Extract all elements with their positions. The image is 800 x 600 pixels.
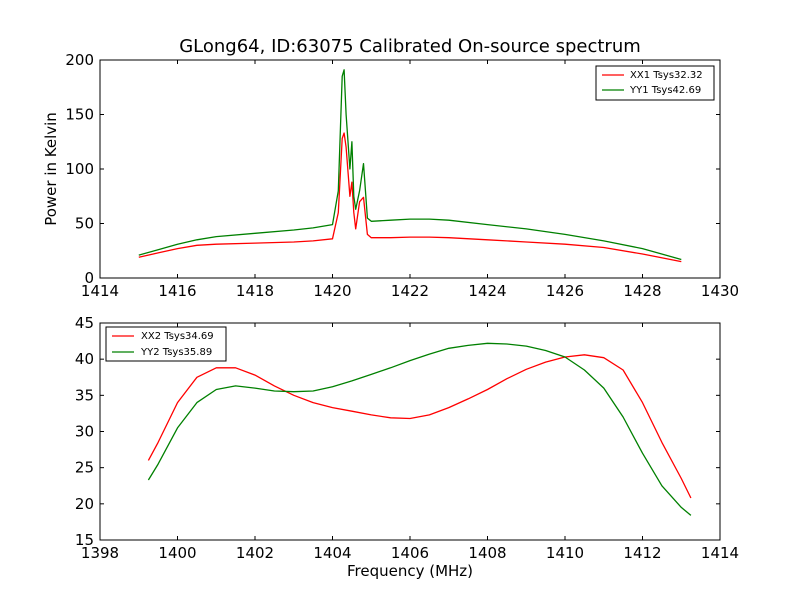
x-tick-label: 1408 (468, 544, 506, 562)
chart-title: GLong64, ID:63075 Calibrated On-source s… (179, 36, 641, 57)
x-tick-label: 1422 (391, 282, 429, 300)
x-tick-label: 1406 (391, 544, 429, 562)
x-tick-label: 1400 (158, 544, 196, 562)
x-tick-label: 1430 (701, 282, 739, 300)
legend-label-yy1: YY1 Tsys42.69 (629, 85, 701, 96)
x-tick-label: 1418 (236, 282, 274, 300)
y-tick-label: 30 (75, 423, 94, 441)
top-plot: 1414 1416 1418 1420 1422 1424 1426 1428 1430 0 50 1… (42, 51, 739, 300)
x-tick-label: 1402 (236, 544, 274, 562)
series-line-bottom-1 (147, 354, 692, 499)
top-legend: XX1 Tsys32.32 YY1 Tsys42.69 (595, 65, 715, 101)
bottom-plot: 1398 1400 1402 1404 1406 1408 1410 1412 1414 15 20… (75, 314, 739, 580)
y-tick-label: 200 (65, 51, 94, 69)
y-tick-label: 40 (75, 350, 94, 368)
x-tick-label: 1428 (623, 282, 661, 300)
legend-label-xx2: XX2 Tsys34.69 (141, 331, 214, 342)
x-tick-label: 1426 (546, 282, 584, 300)
x-tick-label: 1414 (701, 544, 739, 562)
x-tick-label: 1414 (81, 282, 119, 300)
y-tick-label: 20 (75, 495, 94, 513)
x-tick-label: 1404 (313, 544, 351, 562)
x-tick-label: 1398 (81, 544, 119, 562)
x-tick-label: 1420 (313, 282, 351, 300)
series-line-top-2 (138, 69, 682, 261)
y-tick-label: 35 (75, 386, 94, 404)
legend-label-xx1: XX1 Tsys32.32 (630, 70, 703, 81)
legend-label-yy2: YY2 Tsys35.89 (140, 347, 212, 358)
y-tick-label: 100 (65, 160, 94, 178)
y-tick-label: 15 (75, 531, 94, 549)
x-tick-label: 1424 (468, 282, 506, 300)
x-tick-label: 1410 (546, 544, 584, 562)
bottom-x-axis-label: Frequency (MHz) (347, 562, 473, 580)
y-tick-label: 25 (75, 459, 94, 477)
series-line-bottom-2 (147, 342, 692, 516)
y-tick-label: 150 (65, 106, 94, 124)
y-tick-label: 45 (75, 314, 94, 332)
y-tick-label: 0 (84, 269, 94, 287)
top-y-axis-label: Power in Kelvin (42, 112, 60, 226)
x-tick-label: 1416 (158, 282, 196, 300)
y-tick-label: 50 (75, 215, 94, 233)
bottom-legend: XX2 Tsys34.69 YY2 Tsys35.89 (105, 326, 227, 362)
series-line-top-1 (138, 132, 682, 263)
x-tick-label: 1412 (623, 544, 661, 562)
